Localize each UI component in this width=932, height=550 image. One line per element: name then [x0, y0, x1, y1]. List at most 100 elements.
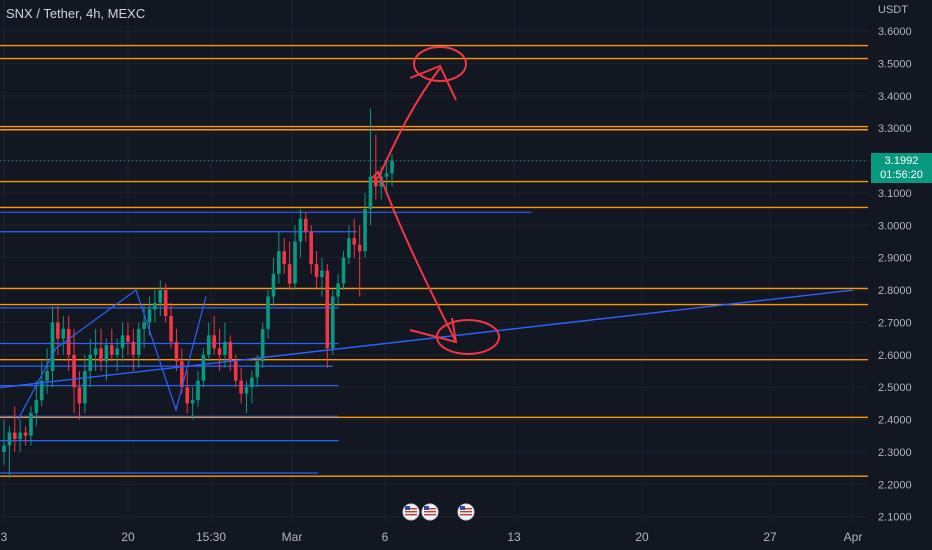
candle-body — [23, 432, 28, 436]
price-tick-label: 2.7000 — [878, 317, 912, 329]
flag-usa-icon — [421, 503, 439, 521]
candle-body — [99, 348, 103, 362]
price-tick-label: 2.4000 — [878, 415, 912, 427]
ascending-trendline — [0, 289, 854, 389]
last-price-value: 3.1992 — [884, 155, 919, 167]
time-tick-label: 20 — [635, 530, 649, 544]
candle-body — [341, 257, 346, 284]
candle-body — [309, 231, 313, 265]
candle-body — [174, 341, 179, 362]
candle-body — [250, 377, 254, 388]
flag-usa-icon-canton — [424, 506, 429, 510]
candle-body — [293, 241, 297, 284]
candle-body — [277, 251, 281, 274]
flag-usa-icon — [402, 503, 420, 521]
candle-body — [201, 354, 206, 381]
candle-body — [325, 270, 330, 349]
flag-usa-icon-stripe — [424, 508, 436, 510]
flag-usa-icon-stripe — [405, 511, 417, 513]
candle-body — [287, 264, 292, 284]
price-tick-label: 3.5000 — [878, 58, 912, 70]
candle-body — [330, 296, 335, 349]
annotation-origin — [371, 170, 385, 187]
flag-usa-icon — [457, 503, 475, 521]
candle-body — [255, 361, 260, 378]
candle-body — [2, 445, 6, 452]
time-tick-label: Mar — [282, 530, 303, 544]
flag-usa-icon-stripe — [460, 511, 472, 513]
candle-body — [196, 380, 200, 401]
candle-body — [190, 400, 195, 404]
price-tick-label: 2.8000 — [878, 285, 912, 297]
candle-body — [260, 328, 265, 362]
candle-body — [12, 432, 17, 439]
arrowhead-down — [409, 317, 458, 344]
candle-body — [320, 270, 324, 278]
annotations — [371, 46, 500, 355]
candle-body — [93, 348, 98, 355]
time-axis: 3 20 15:30 Mar 6 13 20 27 Apr — [1, 530, 863, 544]
candle-body — [136, 328, 141, 355]
candle-body — [50, 322, 55, 371]
flag-usa-icon-canton — [405, 506, 410, 510]
time-tick-label: Apr — [844, 530, 863, 544]
candle-body — [29, 413, 33, 436]
candle-body — [163, 290, 168, 316]
candle-body — [244, 387, 249, 394]
candle-body — [88, 354, 93, 371]
price-tick-label: 2.6000 — [878, 350, 912, 362]
candle-body — [368, 176, 373, 210]
candle-body — [45, 370, 49, 381]
candle-body — [115, 348, 119, 355]
price-tick-label: 2.9000 — [878, 253, 912, 265]
flag-usa-icon-canton — [460, 506, 465, 510]
candle-body — [185, 387, 190, 404]
price-tick-label: 3.0000 — [878, 220, 912, 232]
price-tick-label: 2.2000 — [878, 479, 912, 491]
candle-body — [39, 380, 44, 401]
time-tick-label: 15:30 — [196, 530, 226, 544]
candle-body — [180, 361, 184, 388]
candle-body — [282, 251, 287, 265]
price-tick-label: 3.1000 — [878, 188, 912, 200]
chart-grid — [0, 0, 868, 522]
candle-body — [212, 335, 216, 349]
symbol-title: SNX / Tether, 4h, MEXC — [6, 6, 146, 21]
arrow-down-annotation — [383, 185, 457, 343]
target-circle-bottom — [436, 319, 500, 355]
candle-body — [336, 283, 340, 297]
candle-body — [384, 173, 389, 177]
candle-body — [223, 341, 227, 355]
trendline-group — [0, 289, 854, 420]
candle-body — [104, 345, 109, 362]
candle-body — [142, 322, 146, 329]
zigzag-pattern — [17, 289, 207, 420]
candle-body — [303, 218, 308, 232]
candle-body — [109, 345, 114, 355]
time-tick-label: 13 — [507, 530, 521, 544]
candle-body — [169, 315, 173, 342]
candle-body — [158, 290, 163, 303]
candle-body — [83, 370, 87, 404]
flag-usa-icon-stripe — [424, 514, 436, 516]
candle-body — [131, 341, 136, 355]
price-tick-label: 3.6000 — [878, 26, 912, 38]
candle-body — [206, 335, 211, 355]
time-tick-label: 3 — [1, 530, 8, 544]
candle-body — [298, 218, 303, 242]
time-tick-label: 6 — [382, 530, 389, 544]
flag-usa-icon-stripe — [405, 508, 417, 510]
candle-body — [314, 264, 319, 278]
candle-body — [217, 348, 222, 355]
candle-body — [239, 380, 243, 394]
candle-body — [266, 296, 270, 329]
candle-body — [34, 400, 39, 414]
event-icons — [402, 503, 475, 521]
candle-body — [7, 432, 12, 446]
candle-body — [18, 432, 22, 439]
candle-body — [153, 302, 157, 310]
price-axis: 2.1000 2.2000 2.3000 2.4000 2.5000 2.6000 2.70… — [878, 26, 912, 524]
price-tick-label: 2.1000 — [878, 512, 912, 524]
candle-body — [77, 387, 82, 404]
